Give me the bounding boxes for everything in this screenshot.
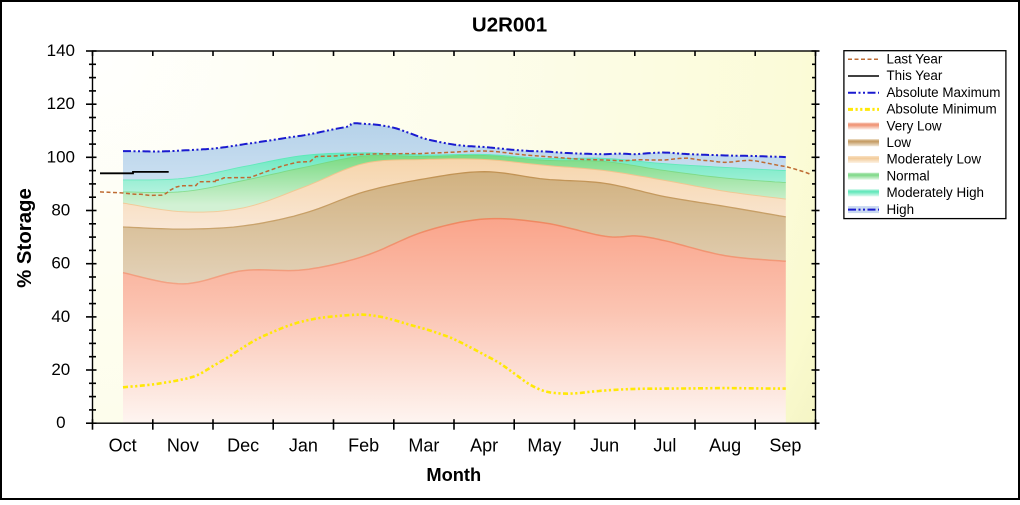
svg-text:Normal: Normal	[887, 168, 930, 183]
svg-text:Month: Month	[426, 464, 481, 485]
svg-text:80: 80	[51, 201, 70, 220]
svg-text:Nov: Nov	[167, 436, 199, 456]
svg-text:Dec: Dec	[227, 436, 259, 456]
svg-text:0: 0	[56, 413, 65, 432]
svg-text:This Year: This Year	[887, 68, 943, 83]
svg-text:Mar: Mar	[408, 436, 439, 456]
svg-text:Absolute Minimum: Absolute Minimum	[887, 102, 997, 117]
svg-text:Apr: Apr	[470, 436, 498, 456]
svg-text:High: High	[887, 202, 915, 217]
svg-text:Jun: Jun	[590, 436, 619, 456]
svg-text:120: 120	[47, 94, 75, 113]
svg-text:Moderately High: Moderately High	[887, 185, 985, 200]
svg-text:Low: Low	[887, 135, 912, 150]
svg-text:Very Low: Very Low	[887, 118, 942, 133]
svg-text:Absolute Maximum: Absolute Maximum	[887, 85, 1001, 100]
svg-text:Sep: Sep	[769, 436, 801, 456]
svg-text:May: May	[527, 436, 561, 456]
svg-text:40: 40	[51, 307, 70, 326]
svg-text:Oct: Oct	[109, 436, 137, 456]
svg-text:60: 60	[51, 254, 70, 273]
svg-text:Jan: Jan	[289, 436, 318, 456]
svg-text:Last Year: Last Year	[887, 52, 943, 67]
svg-text:140: 140	[47, 41, 75, 60]
svg-text:Jul: Jul	[653, 436, 676, 456]
svg-text:Aug: Aug	[709, 436, 741, 456]
svg-text:Feb: Feb	[348, 436, 379, 456]
svg-text:20: 20	[51, 360, 70, 379]
svg-text:100: 100	[47, 147, 75, 166]
svg-text:% Storage: % Storage	[14, 188, 36, 288]
svg-text:Moderately Low: Moderately Low	[887, 152, 982, 167]
svg-text:U2R001: U2R001	[472, 13, 547, 36]
